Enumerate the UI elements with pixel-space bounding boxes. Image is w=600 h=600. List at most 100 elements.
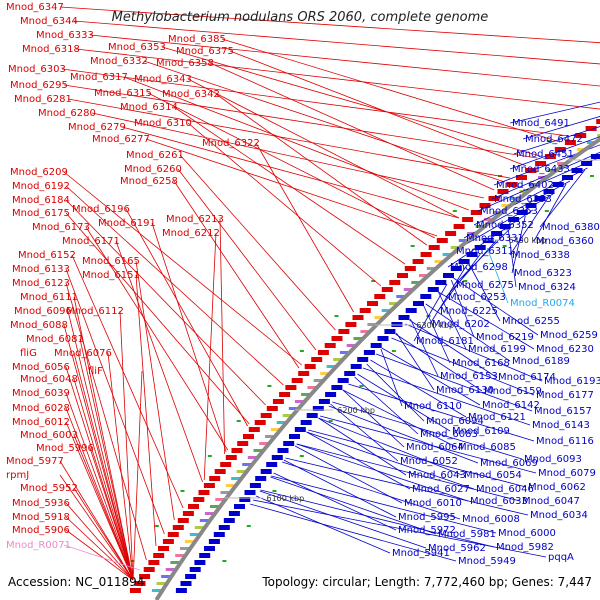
gc-tick — [299, 455, 304, 457]
right-leader-line — [306, 431, 475, 490]
left-gene-label: Mnod_6213 — [166, 214, 224, 225]
right-gene-label: Mnod_6143 — [532, 420, 590, 431]
feature-mark — [161, 575, 171, 578]
left-gene-label: Mnod_6028 — [12, 403, 70, 414]
left-leader-line — [65, 199, 266, 406]
forward-gene-mark — [311, 357, 323, 362]
left-leader-line — [115, 240, 203, 483]
feature-mark — [288, 407, 298, 410]
reverse-gene-mark — [325, 392, 337, 397]
feature-mark — [220, 491, 230, 494]
right-leader-line — [437, 253, 481, 312]
reverse-gene-mark — [331, 385, 343, 390]
left-gene-label: Mnod_6279 — [68, 122, 126, 133]
right-gene-label: Mnod_6199 — [468, 344, 526, 355]
feature-mark — [294, 400, 304, 403]
left-rna-leader — [63, 544, 140, 571]
reverse-gene-mark — [312, 406, 324, 411]
gc-tick — [546, 140, 551, 142]
forward-gene-mark — [564, 140, 576, 145]
left-leader-line — [132, 370, 143, 581]
forward-gene-mark — [436, 238, 448, 243]
feature-mark — [586, 141, 596, 144]
left-gene-label: Mnod_6173 — [32, 222, 90, 233]
left-gene-label: Mnod_6385 — [168, 34, 226, 45]
forward-gene-mark — [317, 350, 329, 355]
feature-mark — [339, 351, 349, 354]
feature-mark — [259, 442, 269, 445]
kbp-label: 6300 kbp — [416, 321, 454, 330]
reverse-gene-mark — [534, 196, 546, 201]
left-leader-line — [61, 68, 569, 137]
right-gene-label: Mnod_5995 — [398, 512, 456, 523]
forward-gene-mark — [203, 483, 215, 488]
right-gene-label: Mnod_6259 — [540, 330, 598, 341]
forward-gene-mark — [266, 406, 278, 411]
left-gene-label: Mnod_6111 — [20, 292, 78, 303]
left-gene-label: Mnod_6209 — [10, 167, 68, 178]
left-leader-line — [123, 76, 469, 211]
feature-mark — [265, 435, 274, 438]
forward-gene-mark — [298, 371, 310, 376]
forward-gene-mark — [214, 469, 226, 474]
forward-gene-mark — [182, 511, 194, 516]
reverse-gene-mark — [244, 490, 256, 495]
left-leader-line — [85, 226, 229, 451]
gc-tick — [391, 350, 396, 352]
right-leader-line — [342, 389, 457, 448]
left-gene-label: Mnod_5996 — [36, 443, 94, 454]
forward-gene-mark — [554, 147, 566, 152]
reverse-gene-mark — [525, 203, 537, 208]
right-gene-label: Mnod_6079 — [538, 468, 596, 479]
left-gene-label: Mnod_6314 — [120, 102, 178, 113]
right-gene-label: Mnod_5972 — [398, 525, 456, 536]
left-leader-line — [173, 180, 300, 369]
forward-gene-mark — [188, 504, 199, 509]
right-leader-line — [509, 136, 600, 170]
left-gene-label: Mnod_5952 — [20, 483, 78, 494]
left-gene-label: Mnod_6281 — [14, 94, 72, 105]
left-leader-line — [161, 46, 541, 157]
reverse-gene-mark — [289, 434, 300, 439]
genome-title: Methylobacterium nodulans ORS 2060, comp… — [111, 10, 489, 25]
left-gene-label: Mnod_6088 — [10, 320, 68, 331]
feature-mark — [326, 365, 336, 368]
left-leader-line — [187, 122, 382, 287]
right-leader-line — [450, 279, 475, 338]
right-leader-line — [511, 215, 526, 274]
forward-gene-mark — [248, 427, 260, 432]
gc-tick — [371, 280, 376, 282]
right-gene-label: Mnod_6168 — [452, 358, 510, 369]
right-gene-label: Mnod_6010 — [404, 498, 462, 509]
feature-mark — [374, 316, 384, 319]
right-leader-line — [308, 429, 527, 488]
feature-mark — [597, 134, 600, 137]
forward-gene-mark — [367, 301, 378, 306]
feature-mark — [242, 463, 252, 466]
left-gene-label: Mnod_6322 — [202, 138, 260, 149]
left-leader-line — [143, 60, 505, 183]
left-leader-line — [151, 222, 227, 453]
left-leader-line — [125, 208, 248, 427]
right-gene-label: Mnod_6046 — [476, 484, 534, 495]
left-gene-label: fliF — [88, 366, 103, 377]
feature-mark — [528, 183, 538, 186]
reverse-gene-mark — [491, 231, 503, 236]
right-leader-line — [318, 417, 407, 476]
right-gene-label: Mnod_5962 — [428, 543, 486, 554]
left-leader-line — [75, 48, 600, 110]
reverse-gene-mark — [213, 532, 225, 537]
feature-mark — [204, 512, 214, 515]
feature-mark — [547, 169, 557, 172]
forward-gene-mark — [389, 280, 401, 285]
left-gene-label: Mnod_6039 — [12, 388, 70, 399]
forward-gene-mark — [575, 133, 587, 138]
kbp-label: 6100 kbp — [267, 494, 305, 503]
right-leader-line — [409, 319, 497, 378]
feature-mark — [475, 225, 485, 228]
left-leader-line — [179, 154, 336, 331]
right-gene-label: Mnod_6402 — [496, 180, 554, 191]
feature-mark — [396, 295, 406, 298]
forward-gene-mark — [585, 126, 597, 131]
